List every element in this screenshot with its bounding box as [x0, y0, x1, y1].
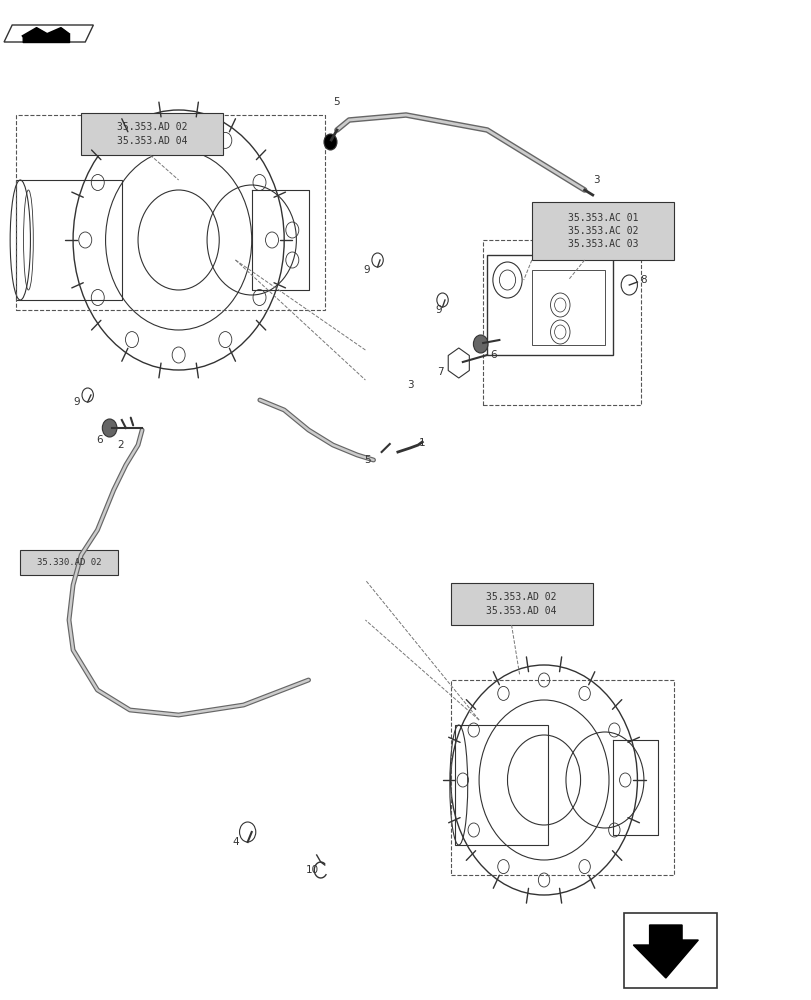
Bar — [487, 255, 612, 355]
Bar — [16, 115, 324, 310]
Bar — [483, 240, 641, 405]
Text: 2: 2 — [117, 440, 123, 450]
Bar — [454, 725, 547, 845]
Text: 8: 8 — [639, 275, 646, 285]
Text: 6: 6 — [96, 435, 102, 445]
Text: 3: 3 — [593, 175, 599, 185]
Text: 9: 9 — [435, 305, 441, 315]
Text: 6: 6 — [490, 350, 496, 360]
Bar — [623, 913, 716, 988]
FancyBboxPatch shape — [450, 583, 592, 625]
Text: 4: 4 — [232, 837, 238, 847]
Circle shape — [473, 335, 487, 353]
Text: 1: 1 — [418, 438, 425, 448]
Circle shape — [102, 419, 117, 437]
Polygon shape — [4, 25, 93, 42]
Text: 35.353.AD 02
35.353.AD 04: 35.353.AD 02 35.353.AD 04 — [486, 592, 556, 616]
FancyBboxPatch shape — [20, 550, 118, 575]
Text: 35.330.AD 02: 35.330.AD 02 — [36, 558, 101, 567]
Circle shape — [324, 134, 337, 150]
Text: 9: 9 — [74, 397, 80, 407]
Text: 35.353.AC 01
35.353.AC 02
35.353.AC 03: 35.353.AC 01 35.353.AC 02 35.353.AC 03 — [567, 213, 637, 249]
FancyBboxPatch shape — [531, 202, 673, 260]
Text: 7: 7 — [437, 367, 444, 377]
Text: 5: 5 — [333, 97, 340, 107]
Text: 10: 10 — [306, 865, 319, 875]
FancyArrowPatch shape — [131, 418, 133, 425]
Bar — [450, 680, 673, 875]
Text: 5: 5 — [363, 455, 370, 465]
FancyBboxPatch shape — [81, 113, 223, 155]
Bar — [16, 180, 122, 300]
Bar — [531, 270, 604, 345]
Text: 35.353.AD 02
35.353.AD 04: 35.353.AD 02 35.353.AD 04 — [117, 122, 187, 146]
Text: 3: 3 — [406, 380, 413, 390]
Text: 9: 9 — [363, 265, 370, 275]
Polygon shape — [633, 925, 697, 978]
